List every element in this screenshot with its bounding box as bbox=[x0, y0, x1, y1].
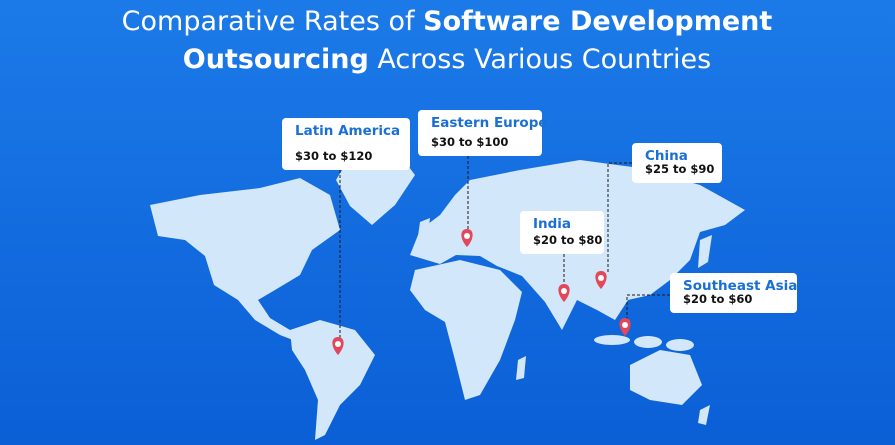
title-bold: Outsourcing bbox=[183, 44, 369, 75]
indonesia bbox=[634, 336, 662, 348]
region-name: Eastern Europe bbox=[431, 115, 548, 131]
new-zealand bbox=[698, 405, 710, 425]
greenland bbox=[336, 155, 415, 225]
leader-line bbox=[626, 294, 670, 319]
australia bbox=[630, 350, 702, 405]
leader-line bbox=[607, 162, 632, 272]
title-line-2: Outsourcing Across Various Countries bbox=[183, 44, 712, 75]
region-name: Latin America bbox=[295, 123, 400, 139]
indonesia bbox=[594, 335, 630, 345]
map-pin-center bbox=[598, 275, 604, 281]
map-pin-center bbox=[335, 341, 341, 347]
callouts: Latin America $30 to $120 Eastern Europe $3… bbox=[282, 110, 797, 355]
map-pin-center bbox=[561, 288, 567, 294]
region-name: India bbox=[533, 216, 571, 232]
region-name: Southeast Asia bbox=[683, 278, 797, 294]
africa bbox=[410, 260, 522, 400]
uk bbox=[418, 218, 430, 236]
region-rate: $20 to $60 bbox=[683, 292, 752, 306]
title-regular: Comparative Rates of bbox=[122, 6, 416, 37]
south-america bbox=[290, 320, 375, 440]
callout-box bbox=[418, 110, 542, 156]
title-bold: Software Development bbox=[423, 6, 772, 37]
callout-box bbox=[282, 118, 410, 170]
japan bbox=[698, 235, 712, 268]
region-rate: $20 to $80 bbox=[533, 233, 602, 247]
title-regular: Across Various Countries bbox=[377, 44, 711, 75]
title-line-1: Comparative Rates of Software Developmen… bbox=[122, 6, 773, 37]
callout-box bbox=[670, 273, 797, 313]
map-pin-center bbox=[464, 233, 470, 239]
new-guinea bbox=[666, 339, 694, 351]
region-rate: $30 to $120 bbox=[295, 149, 372, 163]
north-america bbox=[150, 178, 340, 342]
region-rate: $30 to $100 bbox=[431, 135, 508, 149]
callout-box bbox=[632, 143, 722, 183]
region-name: China bbox=[645, 148, 688, 164]
callout-box bbox=[520, 211, 604, 254]
region-rate: $25 to $90 bbox=[645, 162, 714, 176]
madagascar bbox=[516, 356, 526, 380]
map-pin-center bbox=[622, 322, 628, 328]
